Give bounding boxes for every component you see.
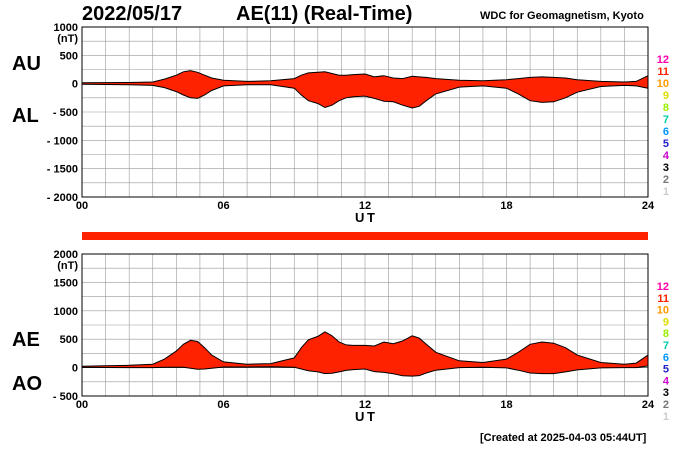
- au-al-y-tick-label: - 1500: [47, 164, 78, 176]
- au-al-y-tick-label: 0: [72, 79, 78, 91]
- ae-ao-x-tick-label: 18: [500, 399, 512, 411]
- ae-ao-series-ae: [81, 331, 649, 367]
- ae-ao-x-axis-label: U T: [355, 409, 375, 424]
- au-al-series-au: [81, 70, 649, 84]
- ae-ao-y-tick-label: - 500: [53, 391, 78, 403]
- au-al-x-tick-label: 06: [217, 200, 229, 212]
- au-al-kp-label: 12: [657, 54, 669, 66]
- au-al-kp-label: 5: [663, 138, 669, 150]
- ae-ao-x-tick-label: 00: [76, 399, 88, 411]
- au-al-y-tick-label: 1000: [54, 22, 78, 34]
- ae-ao-y-tick-label: 500: [60, 334, 78, 346]
- au-al-kp-label: 2: [663, 174, 669, 186]
- source-label: WDC for Geomagnetism, Kyoto: [480, 10, 644, 22]
- ae-ao-kp-label: 10: [657, 305, 669, 317]
- au-al-y-unit: (nT): [57, 33, 78, 45]
- au-al-kp-label: 3: [663, 162, 669, 174]
- ae-ao-y-tick-label: 2000: [54, 249, 78, 261]
- ae-ao-kp-label: 8: [663, 328, 669, 340]
- au-al-series-al: [81, 83, 649, 109]
- ae-ao-kp-label: 9: [663, 316, 669, 328]
- au-al-x-axis-label: U T: [355, 210, 375, 225]
- au-al-kp-label: 11: [657, 66, 669, 78]
- au-al-frame: [81, 26, 649, 198]
- au-al-x-tick-label: 00: [76, 200, 88, 212]
- ae-ao-kp-label: 3: [663, 387, 669, 399]
- ae-ao-y-unit: (nT): [57, 260, 78, 272]
- au-al-x-tick-label: 12: [359, 200, 371, 212]
- au-al-x-tick-label: 18: [500, 200, 512, 212]
- ae-ao-kp-label: 12: [657, 281, 669, 293]
- ae-ao-x-tick-label: 12: [359, 399, 371, 411]
- au-al-y-tick-label: - 2000: [47, 192, 78, 204]
- au-al-x-tick-label: 24: [642, 200, 655, 212]
- date-label: 2022/05/17: [82, 3, 183, 25]
- ae-ao-kp-label: 4: [663, 375, 670, 387]
- separator-bar: [82, 232, 648, 240]
- ae-ao-frame: [81, 253, 649, 397]
- au-al-kp-label: 10: [657, 78, 669, 90]
- ae-ao-series-ao: [81, 365, 649, 377]
- ae-ao-kp-label: 5: [663, 364, 669, 376]
- au-al-kp-label: 9: [663, 90, 669, 102]
- au-al-y-tick-label: - 1000: [47, 135, 78, 147]
- chart-title: AE(11) (Real-Time): [236, 3, 413, 25]
- au-al-kp-label: 8: [663, 102, 669, 114]
- series-label-ao: AO: [12, 373, 42, 395]
- ae-ao-y-tick-label: 1000: [54, 306, 78, 318]
- ae-ao-kp-label: 1: [663, 411, 669, 423]
- ae-ao-kp-label: 7: [663, 340, 669, 352]
- ae-ao-kp-label: 11: [657, 293, 669, 305]
- created-timestamp: [Created at 2025-04-03 05:44UT]: [480, 432, 647, 444]
- au-al-kp-label: 1: [663, 186, 669, 198]
- au-al-y-tick-label: - 500: [53, 107, 78, 119]
- au-al-kp-label: 6: [663, 126, 669, 138]
- au-al-y-tick-label: 500: [60, 50, 78, 62]
- au-al-kp-label: 7: [663, 114, 669, 126]
- ae-ao-kp-label: 6: [663, 352, 669, 364]
- ae-ao-y-tick-label: 1500: [54, 277, 78, 289]
- series-label-al: AL: [12, 105, 39, 127]
- series-label-au: AU: [12, 53, 41, 75]
- series-label-ae: AE: [12, 329, 40, 351]
- au-al-kp-label: 4: [663, 150, 670, 162]
- ae-ao-kp-label: 2: [663, 399, 669, 411]
- ae-ao-x-tick-label: 06: [217, 399, 229, 411]
- ae-ao-x-tick-label: 24: [642, 399, 655, 411]
- ae-ao-band: [82, 331, 648, 377]
- ae-ao-y-tick-label: 0: [72, 363, 78, 375]
